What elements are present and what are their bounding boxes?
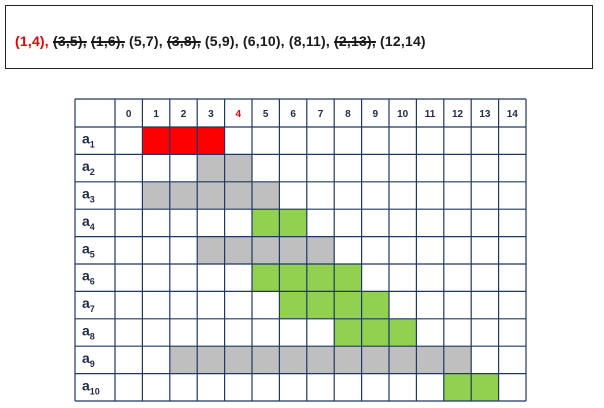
interval-cell-a9-8 (334, 346, 362, 374)
interval-cell-a4-6 (279, 209, 307, 237)
interval-cell-a9-2 (169, 346, 198, 374)
interval-pair: (5,9), (204, 33, 239, 49)
column-header-2: 2 (181, 109, 187, 120)
row-label-subscript: 10 (90, 386, 100, 396)
interval-cell-a9-10 (389, 346, 417, 374)
interval-pair: (1,6), (90, 33, 125, 49)
column-header-14: 14 (507, 109, 519, 120)
interval-cell-a7-8 (334, 291, 362, 319)
interval-cell-a5-4 (224, 236, 252, 264)
interval-cell-a9-6 (279, 346, 307, 374)
row-label-letter: a (82, 323, 90, 339)
interval-cell-a3-3 (197, 181, 225, 210)
interval-cell-a5-6 (279, 236, 307, 264)
row-label-letter: a (82, 158, 90, 174)
interval-cell-a7-7 (306, 291, 335, 319)
interval-cell-a9-9 (361, 346, 389, 374)
row-label-letter: a (82, 131, 90, 147)
row-label-subscript: 3 (90, 195, 95, 205)
row-label-subscript: 6 (90, 277, 95, 287)
column-header-12: 12 (452, 109, 464, 120)
interval-cell-a8-8 (334, 318, 362, 347)
interval-cell-a7-9 (361, 291, 389, 319)
row-label-letter: a (82, 186, 90, 202)
interval-cell-a6-6 (279, 264, 307, 292)
interval-cell-a3-4 (224, 181, 252, 210)
row-label-letter: a (82, 268, 90, 284)
row-label-a9: a9 (82, 350, 95, 369)
interval-cell-a6-7 (306, 264, 335, 292)
interval-pair: (3,5), (52, 33, 87, 49)
interval-cell-a1-1 (142, 127, 170, 155)
sequence-box: (1,4), (3,5), (1,6), (5,7), (3,8), (5,9)… (5, 5, 593, 69)
interval-cell-a8-9 (361, 318, 389, 347)
interval-cell-a10-13 (471, 373, 499, 401)
column-header-6: 6 (290, 109, 296, 120)
row-label-letter: a (82, 295, 90, 311)
row-label-subscript: 5 (90, 249, 95, 259)
column-header-10: 10 (397, 109, 409, 120)
column-header-11: 11 (425, 109, 436, 120)
row-label-letter: a (82, 240, 90, 256)
row-label-a10: a10 (82, 377, 100, 396)
row-label-subscript: 9 (90, 359, 95, 369)
row-label-subscript: 1 (90, 140, 95, 150)
interval-cell-a6-5 (252, 264, 280, 292)
interval-cell-a3-1 (142, 181, 170, 210)
interval-cell-a1-2 (169, 127, 198, 155)
interval-cell-a5-3 (197, 236, 225, 264)
interval-cell-a3-2 (169, 181, 198, 210)
interval-pair: (6,10), (242, 33, 285, 49)
column-header-1: 1 (153, 109, 159, 120)
interval-cell-a9-7 (306, 346, 335, 374)
column-header-7: 7 (318, 109, 324, 120)
interval-sequence: (1,4), (3,5), (1,6), (5,7), (3,8), (5,9)… (15, 33, 426, 49)
interval-cell-a9-3 (197, 346, 225, 374)
column-header-3: 3 (208, 109, 214, 120)
row-label-a2: a2 (82, 158, 95, 177)
column-header-5: 5 (263, 109, 269, 120)
interval-cell-a7-6 (279, 291, 307, 319)
interval-cell-a4-5 (252, 209, 280, 237)
row-label-a5: a5 (82, 240, 95, 259)
column-header-8: 8 (345, 109, 351, 120)
row-label-subscript: 8 (90, 332, 95, 342)
interval-cell-a10-12 (443, 373, 472, 401)
interval-cell-a9-5 (252, 346, 280, 374)
row-label-letter: a (82, 377, 90, 393)
interval-cell-a5-7 (306, 236, 335, 264)
row-label-a3: a3 (82, 186, 95, 205)
row-label-letter: a (82, 350, 90, 366)
row-label-a7: a7 (82, 295, 95, 314)
interval-cell-a1-3 (197, 127, 225, 155)
interval-cell-a9-11 (416, 346, 444, 374)
interval-cell-a2-4 (224, 154, 252, 182)
interval-cell-a3-5 (252, 181, 280, 210)
interval-pair: (5,7), (128, 33, 163, 49)
row-label-a1: a1 (82, 131, 95, 150)
column-header-4: 4 (236, 109, 242, 120)
row-label-a6: a6 (82, 268, 95, 287)
interval-pair: (8,11), (288, 33, 330, 49)
interval-pair: (2,13), (334, 33, 376, 49)
row-label-subscript: 7 (90, 304, 95, 314)
interval-cell-a8-10 (389, 318, 417, 347)
interval-pair: (12,14) (380, 33, 426, 49)
interval-cell-a2-3 (197, 154, 225, 182)
row-label-a4: a4 (82, 213, 95, 232)
row-label-letter: a (82, 213, 90, 229)
row-label-subscript: 4 (90, 222, 95, 232)
row-label-a8: a8 (82, 323, 95, 342)
column-header-9: 9 (373, 109, 379, 120)
row-label-subscript: 2 (90, 167, 95, 177)
interval-cell-a9-12 (443, 346, 472, 374)
interval-cell-a9-4 (224, 346, 252, 374)
column-header-0: 0 (126, 109, 132, 120)
interval-cell-a6-8 (334, 264, 362, 292)
interval-cell-a5-5 (252, 236, 280, 264)
interval-pair: (1,4), (15, 33, 49, 49)
interval-pair: (3,8), (166, 33, 201, 49)
column-header-13: 13 (479, 109, 491, 120)
